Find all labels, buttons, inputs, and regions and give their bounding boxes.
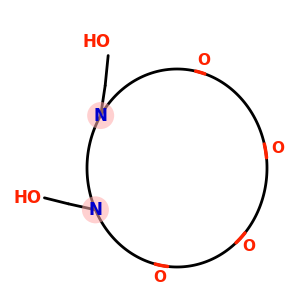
Text: O: O xyxy=(271,141,284,156)
Text: HO: HO xyxy=(14,189,42,207)
Text: N: N xyxy=(88,201,102,219)
Text: N: N xyxy=(94,106,108,124)
Circle shape xyxy=(87,102,114,129)
Circle shape xyxy=(82,196,109,223)
Text: O: O xyxy=(153,270,166,285)
Text: HO: HO xyxy=(82,33,110,51)
Text: O: O xyxy=(243,239,256,254)
Text: O: O xyxy=(197,53,210,68)
